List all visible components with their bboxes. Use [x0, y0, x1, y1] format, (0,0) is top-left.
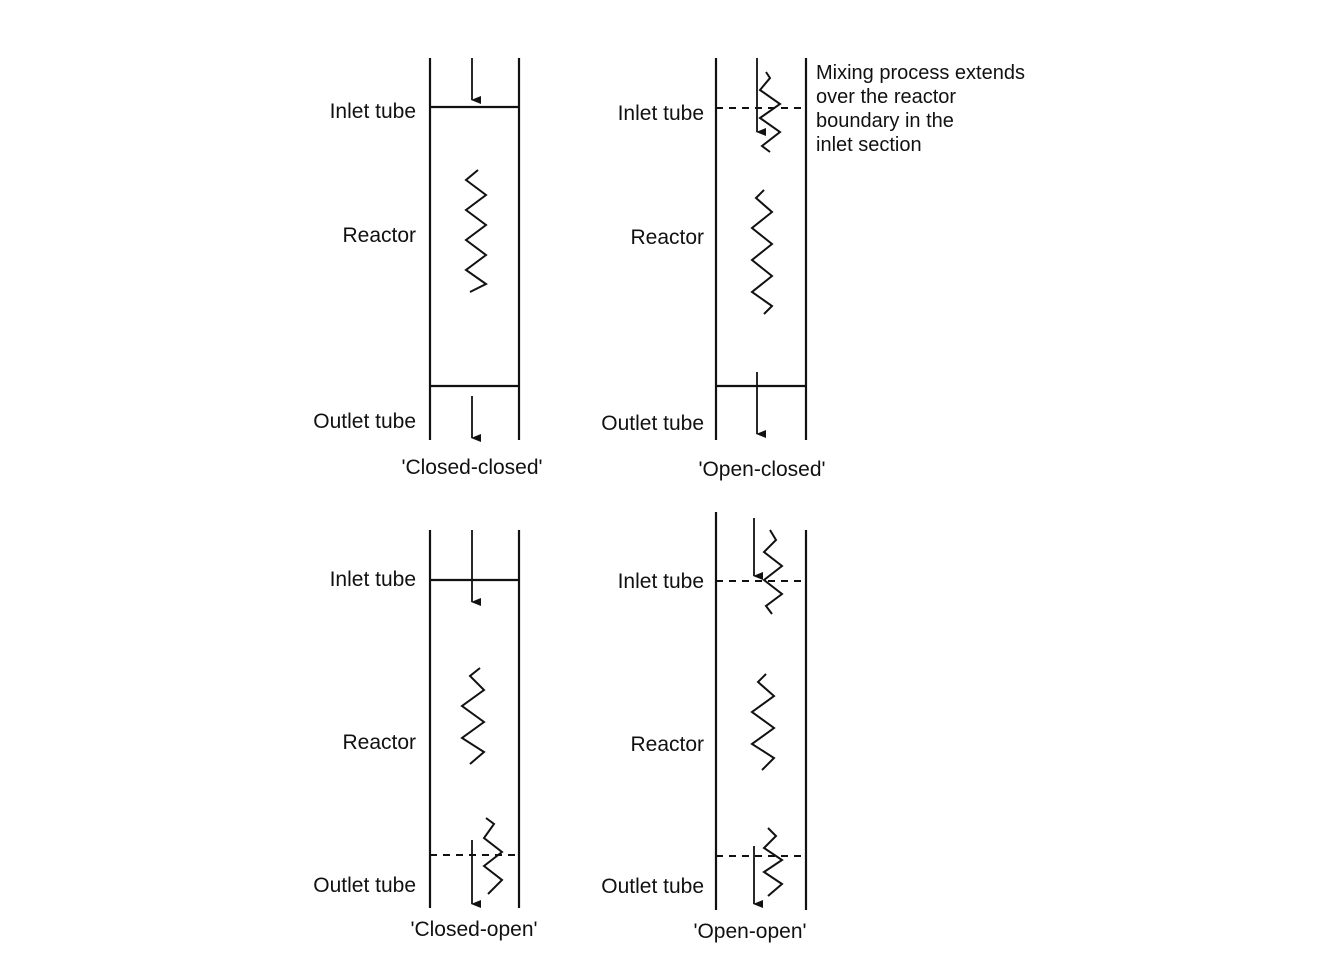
panel-caption: 'Closed-closed' — [401, 456, 542, 479]
reactor-label: Reactor — [342, 224, 416, 247]
panel-closed-open: Inlet tube Reactor Outlet tube 'Closed-o… — [313, 530, 538, 941]
inlet-tube-label: Inlet tube — [618, 570, 704, 593]
mixing-zigzag — [750, 673, 776, 771]
reactor-label: Reactor — [630, 733, 704, 756]
annotation-line-3: boundary in the — [816, 110, 954, 132]
panel-caption: 'Open-open' — [693, 920, 806, 943]
panel-open-closed: Inlet tube Reactor Outlet tube 'Open-clo… — [601, 58, 1031, 481]
reactor-label: Reactor — [342, 731, 416, 754]
panel-closed-closed: Inlet tube Reactor Outlet tube 'Closed-c… — [313, 58, 543, 479]
outlet-tube-label: Outlet tube — [313, 410, 416, 433]
inlet-mixing-zigzag — [758, 71, 782, 153]
outlet-tube-label: Outlet tube — [313, 874, 416, 897]
mixing-zigzag — [750, 189, 774, 315]
reactor-label: Reactor — [630, 226, 704, 249]
inlet-mixing-zigzag — [762, 529, 784, 615]
outlet-mixing-zigzag — [762, 827, 784, 897]
outlet-tube-label: Outlet tube — [601, 412, 704, 435]
panel-caption: 'Open-closed' — [698, 458, 825, 481]
mixing-zigzag — [460, 667, 486, 765]
inlet-tube-label: Inlet tube — [618, 102, 704, 125]
panel-caption: 'Closed-open' — [410, 918, 537, 941]
outlet-tube-label: Outlet tube — [601, 875, 704, 898]
outlet-mixing-zigzag — [482, 817, 504, 895]
annotation-line-2: over the reactor — [816, 86, 956, 108]
panel-open-open: Inlet tube Reactor Outlet tube 'Open-ope… — [601, 512, 808, 943]
annotation-line-1: Mixing process extends — [816, 62, 1025, 84]
inlet-tube-label: Inlet tube — [330, 100, 416, 123]
mixing-zigzag — [464, 169, 488, 293]
annotation-line-4: inlet section — [816, 134, 922, 156]
mixing-annotation: Mixing process extends over the reactor … — [816, 62, 1031, 156]
inlet-tube-label: Inlet tube — [330, 568, 416, 591]
